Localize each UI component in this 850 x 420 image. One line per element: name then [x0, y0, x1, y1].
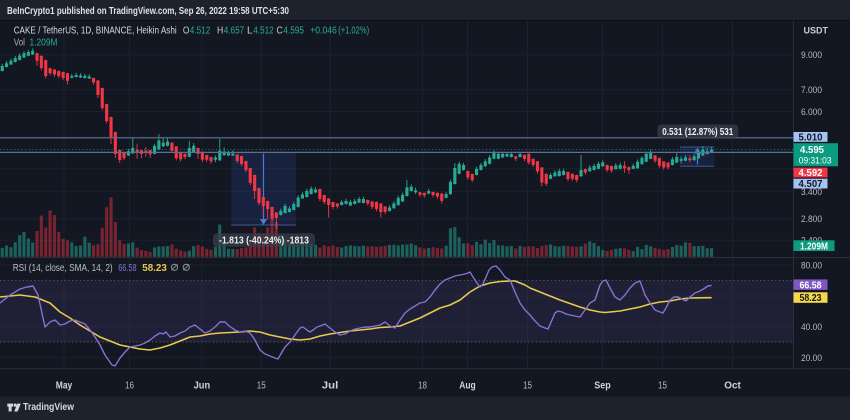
svg-text:H: H: [217, 26, 223, 37]
svg-text:09:31:03: 09:31:03: [799, 155, 832, 166]
svg-text:80.00: 80.00: [801, 260, 822, 271]
svg-text:1.209M: 1.209M: [800, 240, 828, 252]
svg-text:4.512: 4.512: [190, 26, 211, 37]
svg-text:4.595: 4.595: [283, 26, 304, 37]
svg-text:5.010: 5.010: [799, 132, 823, 144]
svg-text:Vol: Vol: [14, 38, 25, 49]
svg-text:4.507: 4.507: [799, 178, 823, 190]
svg-text:4.592: 4.592: [799, 167, 823, 179]
svg-text:15: 15: [658, 380, 667, 391]
svg-text:7.000: 7.000: [801, 85, 822, 96]
svg-text:1.209M: 1.209M: [30, 38, 58, 49]
svg-text:USDT: USDT: [804, 26, 829, 37]
svg-text:2.800: 2.800: [801, 214, 822, 225]
svg-text:May: May: [56, 380, 73, 391]
svg-text:-1.813 (-40.24%) -1813: -1.813 (-40.24%) -1813: [219, 235, 309, 247]
svg-text:O: O: [183, 26, 190, 37]
svg-text:15: 15: [523, 380, 532, 391]
svg-text:Oct: Oct: [724, 380, 741, 391]
svg-text:9.000: 9.000: [801, 50, 822, 61]
svg-text:58.23: 58.23: [142, 263, 167, 274]
svg-text:16: 16: [125, 380, 134, 391]
svg-text:4.595: 4.595: [800, 144, 824, 156]
svg-text:TradingView: TradingView: [23, 401, 75, 413]
svg-text:66.58: 66.58: [800, 279, 822, 291]
svg-text:BeInCrypto1 published on Tradi: BeInCrypto1 published on TradingView.com…: [7, 6, 289, 17]
svg-text:18: 18: [418, 380, 427, 391]
svg-text:6.000: 6.000: [801, 107, 822, 118]
svg-text:Jun: Jun: [194, 380, 211, 391]
svg-text:+0.046: +0.046: [310, 26, 337, 37]
svg-text:40.00: 40.00: [801, 322, 822, 333]
svg-text:RSI (14, close, SMA, 14, 2): RSI (14, close, SMA, 14, 2): [13, 263, 113, 274]
svg-text:0.531 (12.87%) 531: 0.531 (12.87%) 531: [662, 126, 733, 138]
svg-text:4.512: 4.512: [253, 26, 274, 37]
svg-text:20.00: 20.00: [801, 353, 822, 364]
svg-text:Jul: Jul: [322, 380, 339, 391]
svg-text:58.23: 58.23: [800, 292, 822, 304]
svg-text:C: C: [277, 26, 283, 37]
svg-text:3.400: 3.400: [801, 187, 822, 198]
svg-text:66.58: 66.58: [118, 263, 137, 274]
svg-text:15: 15: [257, 380, 266, 391]
svg-text:Aug: Aug: [459, 380, 476, 391]
svg-text:4.657: 4.657: [224, 26, 245, 37]
svg-text:CAKE / TetherUS, 1D, BINANCE,: CAKE / TetherUS, 1D, BINANCE, Heikin Ash…: [14, 26, 177, 37]
svg-text:(+1.02%): (+1.02%): [338, 26, 369, 37]
svg-text:Sep: Sep: [594, 380, 611, 391]
svg-text:L: L: [247, 26, 253, 37]
